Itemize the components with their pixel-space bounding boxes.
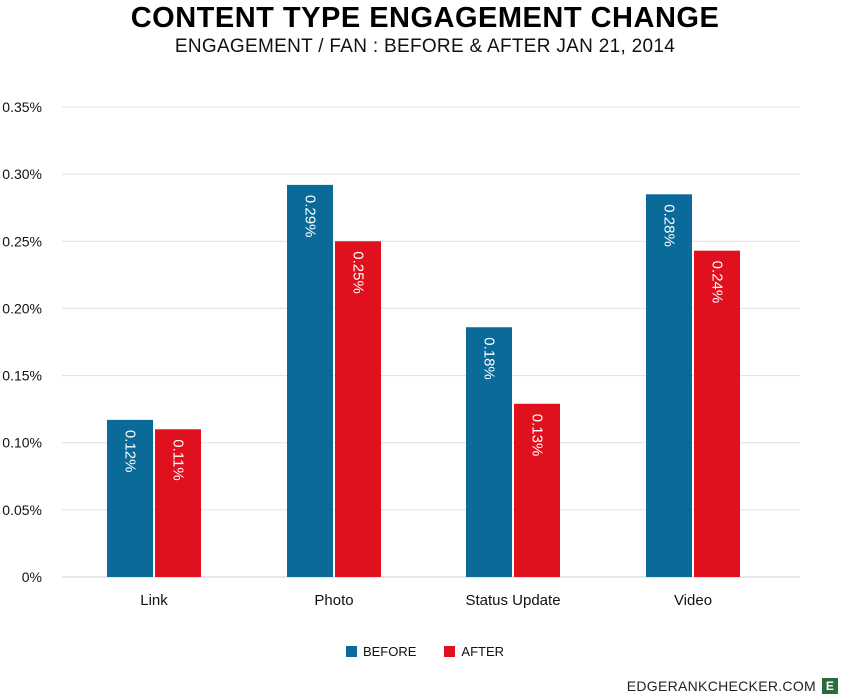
legend-label-after: AFTER	[461, 644, 505, 659]
y-tick-label: 0.25%	[2, 233, 42, 249]
legend-label-before: BEFORE	[362, 644, 417, 659]
data-label: 0.12%	[122, 430, 139, 473]
y-tick-label: 0%	[22, 569, 42, 585]
legend-item-after: AFTER	[444, 644, 504, 659]
y-tick-label: 0.20%	[2, 300, 42, 316]
y-tick-label: 0.05%	[2, 502, 42, 518]
bar-after-video	[694, 250, 740, 577]
x-tick-label: Video	[674, 592, 712, 609]
chart-title: CONTENT TYPE ENGAGEMENT CHANGE	[130, 2, 720, 34]
y-tick-label: 0.30%	[2, 166, 42, 182]
bar-before-link	[107, 419, 153, 577]
y-tick-label: 0.35%	[2, 99, 42, 115]
data-label: 0.29%	[302, 195, 319, 238]
bar-before-video	[646, 194, 692, 578]
legend-swatch-before	[345, 646, 357, 657]
brand-text: EDGERANKCHECKER.COM	[626, 678, 816, 694]
data-label: 0.24%	[709, 261, 726, 304]
y-tick-label: 0.10%	[2, 435, 42, 451]
brand-footer: EDGERANKCHECKER.COM E	[627, 678, 838, 694]
data-label: 0.18%	[481, 337, 498, 380]
brand-logo-icon: E	[822, 678, 838, 694]
bar-after-link	[155, 429, 201, 577]
x-tick-label: Photo	[314, 592, 353, 609]
bar-after-status-update	[514, 403, 560, 577]
data-label: 0.28%	[661, 204, 678, 247]
legend-swatch-after	[444, 646, 456, 657]
bar-before-status-update	[466, 327, 512, 577]
x-tick-label: Link	[140, 592, 168, 609]
data-label: 0.25%	[350, 251, 367, 294]
legend-item-before: BEFORE	[345, 644, 417, 659]
data-label: 0.13%	[529, 414, 546, 457]
bar-before-photo	[287, 184, 333, 577]
legend: BEFORE AFTER	[0, 644, 850, 659]
y-tick-label: 0.15%	[2, 368, 42, 384]
bar-after-photo	[335, 241, 381, 578]
x-tick-label: Status Update	[465, 592, 560, 609]
data-label: 0.11%	[170, 439, 187, 480]
chart-subtitle: ENGAGEMENT / FAN : BEFORE & AFTER JAN 21…	[174, 36, 676, 57]
